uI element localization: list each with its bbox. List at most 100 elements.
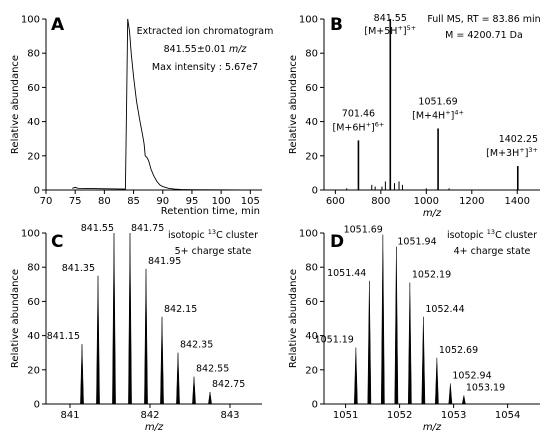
y-tick-label: 40 bbox=[27, 117, 40, 128]
x-tick-label: 1000 bbox=[414, 196, 439, 207]
panel-letter: A bbox=[51, 15, 65, 35]
ion-label: [M+6H+]6+ bbox=[333, 120, 385, 133]
ion-label: [M+3H+]3+ bbox=[486, 146, 538, 159]
y-tick-label: 100 bbox=[21, 229, 40, 240]
peak-label: 841.95 bbox=[148, 256, 181, 267]
ion-charge-state: 5+ bbox=[407, 24, 417, 32]
y-tick-label: 40 bbox=[305, 117, 318, 128]
annotation-suffix: C cluster bbox=[216, 230, 258, 241]
peak-label: 1052.19 bbox=[412, 270, 451, 281]
x-tick-label: 1053 bbox=[441, 410, 466, 421]
ion-formula: [M+4H bbox=[412, 110, 445, 121]
x-tick-label: 843 bbox=[220, 410, 239, 421]
y-tick-label: 60 bbox=[27, 297, 40, 308]
peak bbox=[421, 316, 426, 405]
x-axis-label: Retention time, min bbox=[161, 206, 260, 217]
y-tick-label: 60 bbox=[27, 83, 40, 94]
y-axis-label: Relative abundance bbox=[288, 269, 299, 368]
x-tick-label: 95 bbox=[186, 196, 199, 207]
peak bbox=[208, 391, 212, 405]
peak bbox=[112, 232, 116, 405]
x-axis-label: m/z bbox=[423, 422, 442, 433]
peak-label: 1051.69 bbox=[344, 225, 383, 236]
y-tick-label: 60 bbox=[305, 83, 318, 94]
x-tick-label: 800 bbox=[371, 196, 390, 207]
peak bbox=[80, 344, 84, 405]
annotation-suffix: C cluster bbox=[495, 230, 537, 241]
y-tick-label: 100 bbox=[299, 15, 318, 26]
y-tick-label: 20 bbox=[27, 365, 40, 376]
chart-panel-b: 0 20 40 60 80 100 600 800 1000 1200 1400 Relative a… bbox=[288, 13, 541, 219]
ion-charge-state: 3+ bbox=[528, 146, 538, 154]
x-tick-label: 85 bbox=[127, 196, 140, 207]
x-tick-label: 100 bbox=[212, 196, 231, 207]
annotation-line-1: Full MS, RT = 83.86 min bbox=[427, 14, 540, 25]
y-tick-label: 20 bbox=[27, 151, 40, 162]
panel-letter: D bbox=[330, 232, 344, 252]
chart-panel-c: 0 20 40 60 80 100 841 842 843 Relative abundance m… bbox=[10, 223, 262, 433]
ion-proton-charge: + bbox=[397, 24, 402, 32]
peak-label: 1052.94 bbox=[452, 370, 491, 381]
x-tick-label: 1200 bbox=[459, 196, 484, 207]
ion-proton-charge: + bbox=[445, 108, 450, 116]
peak-label: 841.55 bbox=[374, 13, 407, 24]
ion-proton-charge: + bbox=[366, 120, 371, 128]
peak bbox=[381, 234, 385, 405]
annotation-prefix: isotopic bbox=[168, 230, 208, 241]
peak bbox=[160, 316, 164, 405]
peak-label: 842.75 bbox=[212, 379, 245, 390]
ion-bracket: ] bbox=[525, 148, 529, 159]
x-tick-label: 841 bbox=[60, 410, 79, 421]
peak bbox=[408, 282, 412, 405]
annotation-prefix: isotopic bbox=[447, 230, 487, 241]
y-tick-label: 60 bbox=[305, 297, 318, 308]
peak-label: 842.35 bbox=[180, 340, 213, 351]
x-tick-label: 1051 bbox=[333, 410, 358, 421]
annotation-unit: m/z bbox=[229, 44, 247, 55]
y-tick-label: 100 bbox=[299, 229, 318, 240]
chromatogram-line bbox=[72, 18, 245, 191]
peak-label: 841.75 bbox=[131, 223, 164, 234]
x-tick-label: 1052 bbox=[387, 410, 412, 421]
peak-label: 841.35 bbox=[62, 263, 95, 274]
y-axis-label: Relative abundance bbox=[10, 55, 21, 154]
x-tick-label: 1400 bbox=[505, 196, 530, 207]
y-tick-label: 0 bbox=[312, 186, 318, 197]
y-tick-label: 40 bbox=[27, 331, 40, 342]
y-tick-label: 80 bbox=[27, 263, 40, 274]
peak bbox=[176, 352, 180, 405]
peak-label: 841.15 bbox=[47, 331, 80, 342]
panel-letter: C bbox=[51, 232, 63, 252]
ion-charge-state: 4+ bbox=[454, 108, 464, 116]
peak bbox=[192, 376, 196, 405]
annotation-line-2: M = 4200.71 Da bbox=[445, 30, 523, 41]
ion-label: [M+4H+]4+ bbox=[412, 108, 464, 121]
panel-letter: B bbox=[330, 15, 343, 35]
ion-bracket: ] bbox=[403, 26, 407, 37]
ion-proton-charge: + bbox=[519, 146, 524, 154]
peak-label: 1051.94 bbox=[397, 237, 436, 248]
peak bbox=[128, 232, 132, 405]
peak bbox=[461, 395, 466, 405]
peak-label: 842.55 bbox=[196, 364, 229, 375]
peak-label: 1051.19 bbox=[315, 335, 354, 346]
x-axis-label: m/z bbox=[145, 422, 164, 433]
peak-label: 842.15 bbox=[164, 304, 197, 315]
y-axis-label: Relative abundance bbox=[288, 55, 299, 154]
peak-label: 1052.44 bbox=[425, 304, 464, 315]
annotation-line-2: 4+ charge state bbox=[454, 246, 531, 257]
y-axis-label: Relative abundance bbox=[10, 269, 21, 368]
peak-label: 1402.25 bbox=[499, 134, 538, 145]
y-tick-label: 20 bbox=[305, 151, 318, 162]
peak-label: 701.46 bbox=[342, 108, 375, 119]
annotation-isotope-mass: 13 bbox=[208, 228, 216, 236]
annotation-isotope-mass: 13 bbox=[487, 228, 495, 236]
annotation-line-1: isotopic 13C cluster bbox=[168, 228, 258, 241]
peak bbox=[354, 347, 358, 405]
x-tick-label: 600 bbox=[326, 196, 345, 207]
x-axis-label: m/z bbox=[423, 208, 442, 219]
annotation-line-2: 841.55±0.01 m/z bbox=[164, 44, 248, 55]
peak-label: 1052.69 bbox=[439, 345, 478, 356]
peak-label: 841.55 bbox=[81, 223, 114, 234]
